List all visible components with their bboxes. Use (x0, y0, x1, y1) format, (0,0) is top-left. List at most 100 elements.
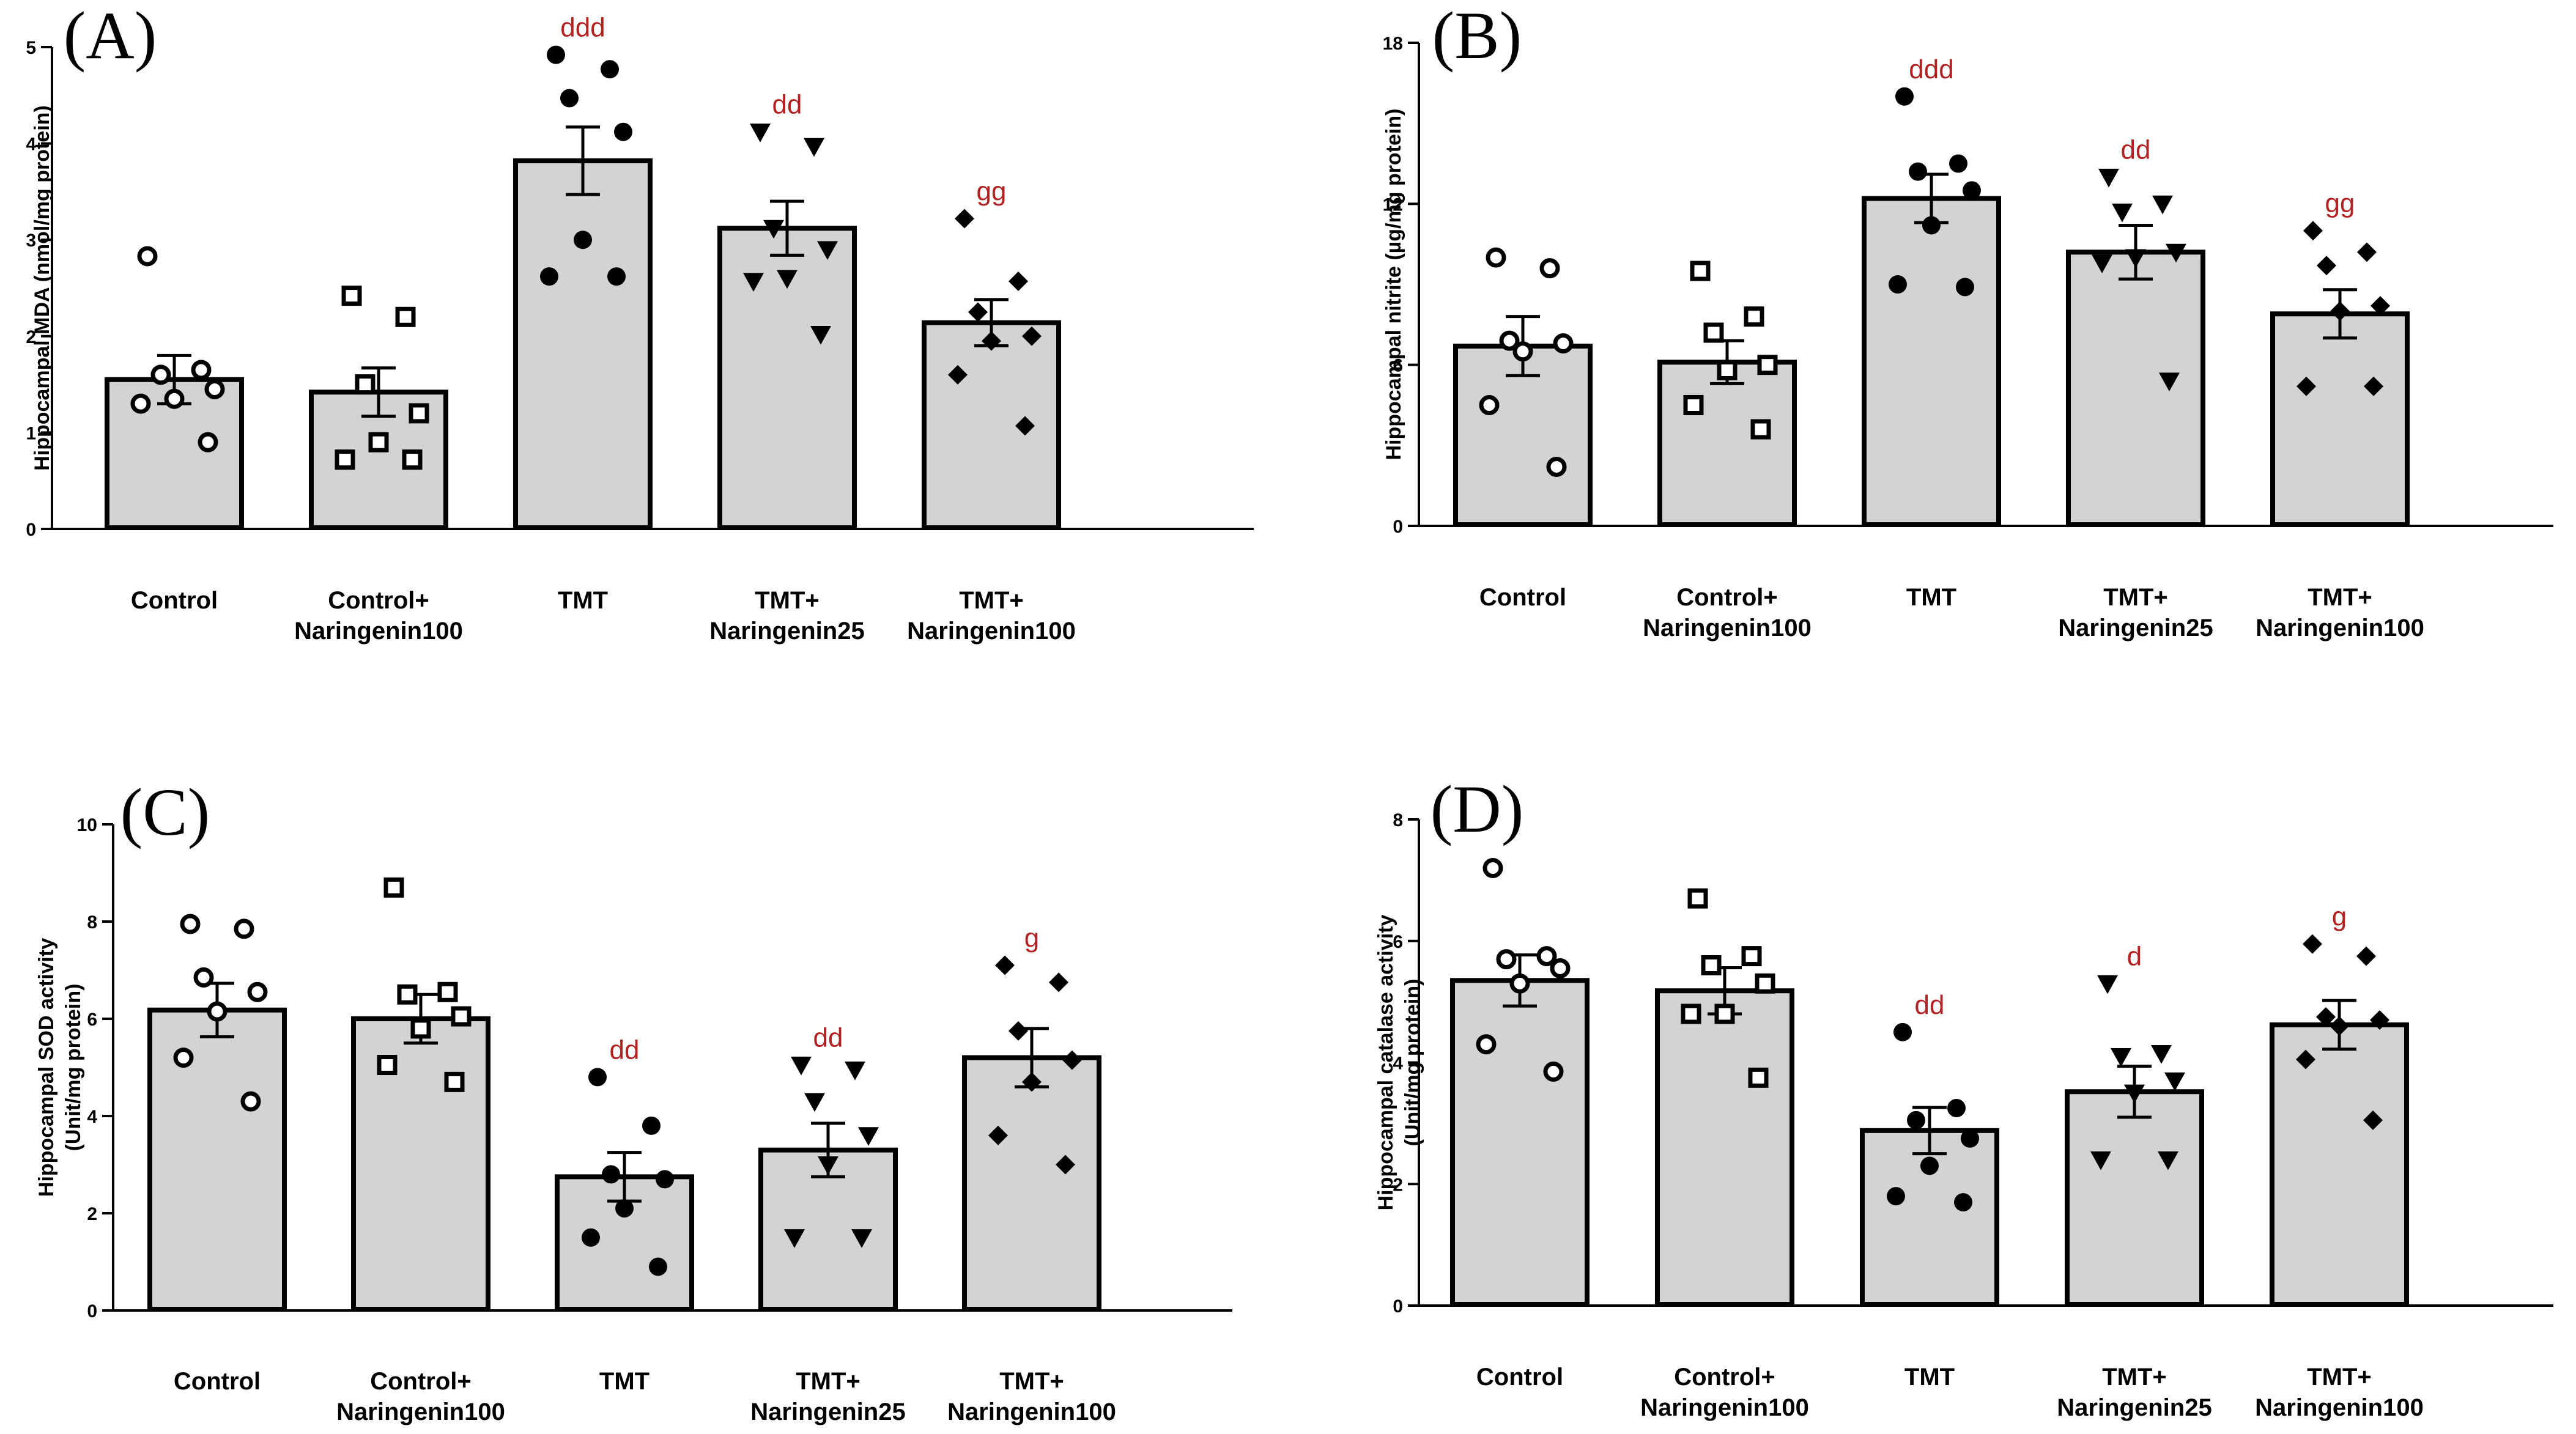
category-label: TMT+ (2103, 584, 2168, 611)
category-label: TMT (599, 1368, 650, 1395)
y-tick-label: 4 (26, 135, 36, 155)
data-point (1755, 973, 1775, 994)
data-point (1947, 1099, 1966, 1118)
category-label: TMT+ (2102, 1364, 2167, 1391)
data-point (2316, 1007, 2336, 1027)
data-point (2090, 1151, 2111, 1170)
data-point (574, 231, 592, 249)
y-tick-label: 8 (87, 912, 97, 933)
category-label: Naringenin25 (2058, 615, 2213, 641)
bar (2270, 1022, 2409, 1307)
data-point (642, 1116, 661, 1135)
data-point (1889, 275, 1907, 294)
data-point (1683, 395, 1704, 415)
data-point (137, 246, 158, 267)
y-axis-title-line: (Unit/mg protein) (62, 984, 85, 1151)
category-label: TMT+ (999, 1368, 1064, 1395)
y-axis-title-line: Hippocampal MDA (nmol/mg protein) (31, 105, 54, 471)
data-point (1909, 162, 1927, 181)
significance-label: dd (2121, 135, 2151, 164)
data-point (2357, 242, 2377, 262)
data-point (1482, 858, 1503, 878)
y-tick-label: 2 (87, 1204, 97, 1224)
data-point (2158, 1151, 2178, 1170)
bar (1862, 196, 2001, 527)
category-label: Naringenin25 (709, 618, 864, 645)
data-point (1536, 946, 1557, 967)
data-point (193, 967, 214, 988)
data-point (377, 1055, 398, 1076)
significance-label: dd (772, 90, 802, 120)
data-point (851, 1229, 872, 1248)
data-point (1496, 949, 1517, 970)
y-axis-title: Hippocampal SOD activity (Unit/mg protein… (35, 938, 85, 1197)
data-point (540, 267, 558, 286)
data-point (204, 379, 225, 399)
data-point (207, 1001, 228, 1022)
data-point (409, 403, 429, 424)
category-label: Naringenin100 (294, 618, 463, 645)
data-point (395, 306, 416, 327)
data-point (791, 1056, 812, 1076)
chart-panel-3: (D) 0 2 4 6 8 Hippocampal catalase activity (Un… (1374, 772, 2553, 1421)
data-point (2363, 1110, 2383, 1130)
bar (962, 1055, 1101, 1312)
data-point (1961, 1129, 1979, 1148)
data-point (2097, 975, 2118, 994)
data-point (968, 302, 988, 322)
y-axis-title-line: Hippocampal nitrite (µg/mg protein) (1382, 109, 1405, 460)
y-tick-label: 10 (77, 815, 97, 835)
data-point (437, 981, 458, 1002)
data-point (547, 45, 565, 64)
y-axis-title-line: Hippocampal catalase activity (1374, 915, 1397, 1211)
data-point (368, 432, 389, 453)
data-point (948, 364, 968, 385)
bar (1655, 988, 1794, 1307)
chart-panel-0: (A) 0 1 2 3 4 5 Hippocampal MDA (nmol/mg protei… (26, 0, 1254, 645)
data-point (1687, 888, 1708, 909)
data-point (2151, 1044, 2172, 1064)
category-label: Control+ (1674, 1364, 1775, 1391)
bar (1657, 360, 1797, 527)
significance-label: dd (1915, 990, 1945, 1020)
data-point (2112, 203, 2133, 223)
category-label: Naringenin100 (947, 1399, 1116, 1425)
data-point (804, 1093, 825, 1112)
category-label: Naringenin100 (1640, 1394, 1809, 1421)
data-point (1701, 955, 1722, 975)
data-point (1714, 1003, 1735, 1024)
data-point (588, 1068, 607, 1087)
category-label: Control+ (370, 1368, 472, 1395)
category-label: Naringenin100 (2255, 1394, 2424, 1421)
data-point (1954, 1193, 1972, 1212)
panel-label: (C) (120, 775, 210, 849)
data-point (1022, 326, 1042, 346)
data-point (1015, 416, 1035, 436)
data-point (1479, 395, 1500, 415)
data-point (1056, 1155, 1075, 1175)
bar (2066, 249, 2205, 527)
y-tick-label: 2 (1393, 1175, 1403, 1195)
data-point (1907, 1111, 1925, 1129)
data-point (601, 60, 619, 79)
data-point (130, 393, 151, 414)
data-point (1922, 216, 1941, 235)
data-point (1499, 330, 1520, 351)
y-tick-label: 6 (87, 1010, 97, 1030)
y-axis-title-line: (Unit/mg protein) (1401, 979, 1424, 1147)
significance-label: ddd (560, 13, 605, 43)
data-point (444, 1071, 465, 1092)
bar (351, 1016, 490, 1312)
data-point (1717, 360, 1738, 380)
data-point (818, 1156, 838, 1175)
data-point (2098, 168, 2119, 188)
data-point (817, 241, 838, 260)
data-point (1750, 419, 1771, 440)
panel-label: (A) (64, 0, 157, 73)
data-point (2297, 376, 2316, 396)
data-point (410, 1018, 431, 1039)
data-point (995, 955, 1015, 975)
category-label: Control (1476, 1364, 1563, 1391)
data-point (2164, 1072, 2185, 1092)
